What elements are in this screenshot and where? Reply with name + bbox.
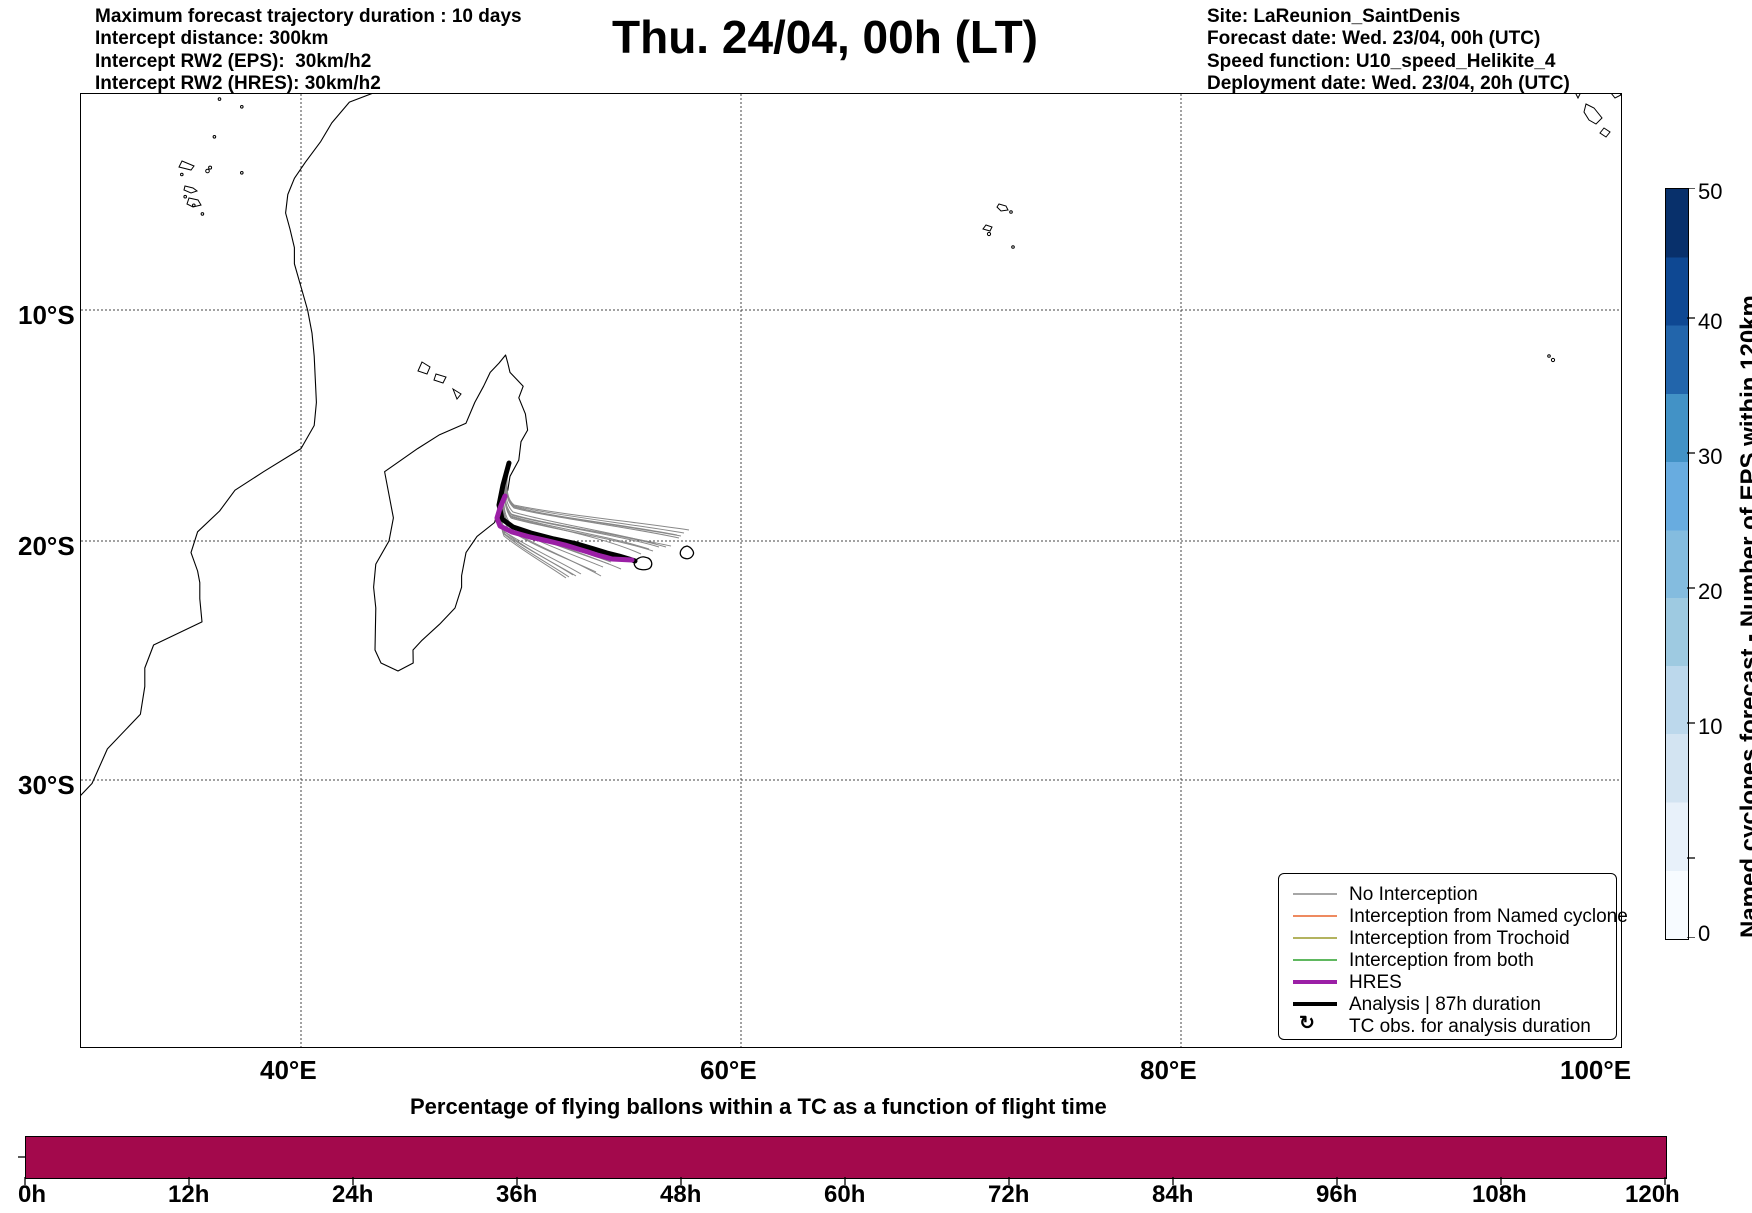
svg-text:↻: ↻ [1299,1013,1315,1034]
